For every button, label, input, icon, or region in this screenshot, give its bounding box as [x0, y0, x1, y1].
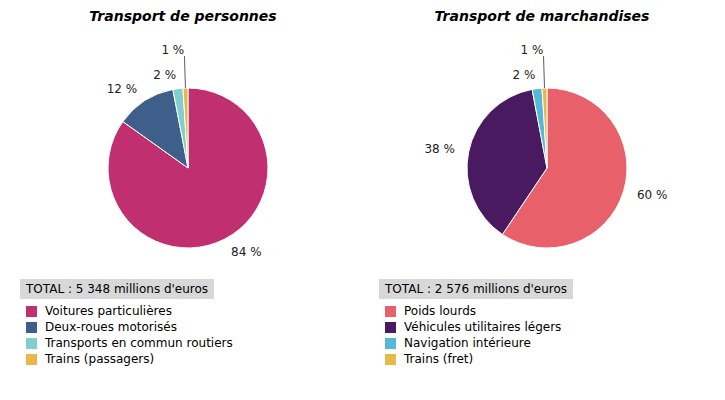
html-text:Trains (fret): Trains (fret) [404, 352, 474, 366]
html-text:Navigation intérieure: Navigation intérieure [404, 336, 531, 350]
svg-text:12 %: 12 % [107, 82, 138, 96]
html-text:TOTAL : 2 576 millions d'euros: TOTAL : 2 576 millions d'euros [385, 282, 568, 296]
html-text:Transport de marchandises: Transport de marchandises [434, 8, 650, 24]
html-text:Poids lourds: Poids lourds [404, 304, 476, 318]
svg-text:60 %: 60 % [637, 188, 668, 202]
html-text:Véhicules utilitaires légers: Véhicules utilitaires légers [404, 320, 562, 334]
html-text:Transports en commun routiers: Transports en commun routiers [45, 336, 233, 350]
svg-text:2 %: 2 % [512, 68, 535, 82]
svg-text:1 %: 1 % [520, 43, 543, 57]
html-text:Trains (passagers): Trains (passagers) [45, 352, 155, 366]
svg-text:38 %: 38 % [424, 142, 455, 156]
svg-text:2 %: 2 % [153, 68, 176, 82]
html-text:TOTAL : 5 348 millions d'euros: TOTAL : 5 348 millions d'euros [26, 282, 209, 296]
html-text:Voitures particulières: Voitures particulières [45, 304, 172, 318]
html-text:Deux-roues motorisés: Deux-roues motorisés [45, 320, 177, 334]
svg-text:1 %: 1 % [161, 43, 184, 57]
svg-text:84 %: 84 % [231, 245, 262, 259]
html-text:Transport de personnes: Transport de personnes [89, 8, 277, 24]
